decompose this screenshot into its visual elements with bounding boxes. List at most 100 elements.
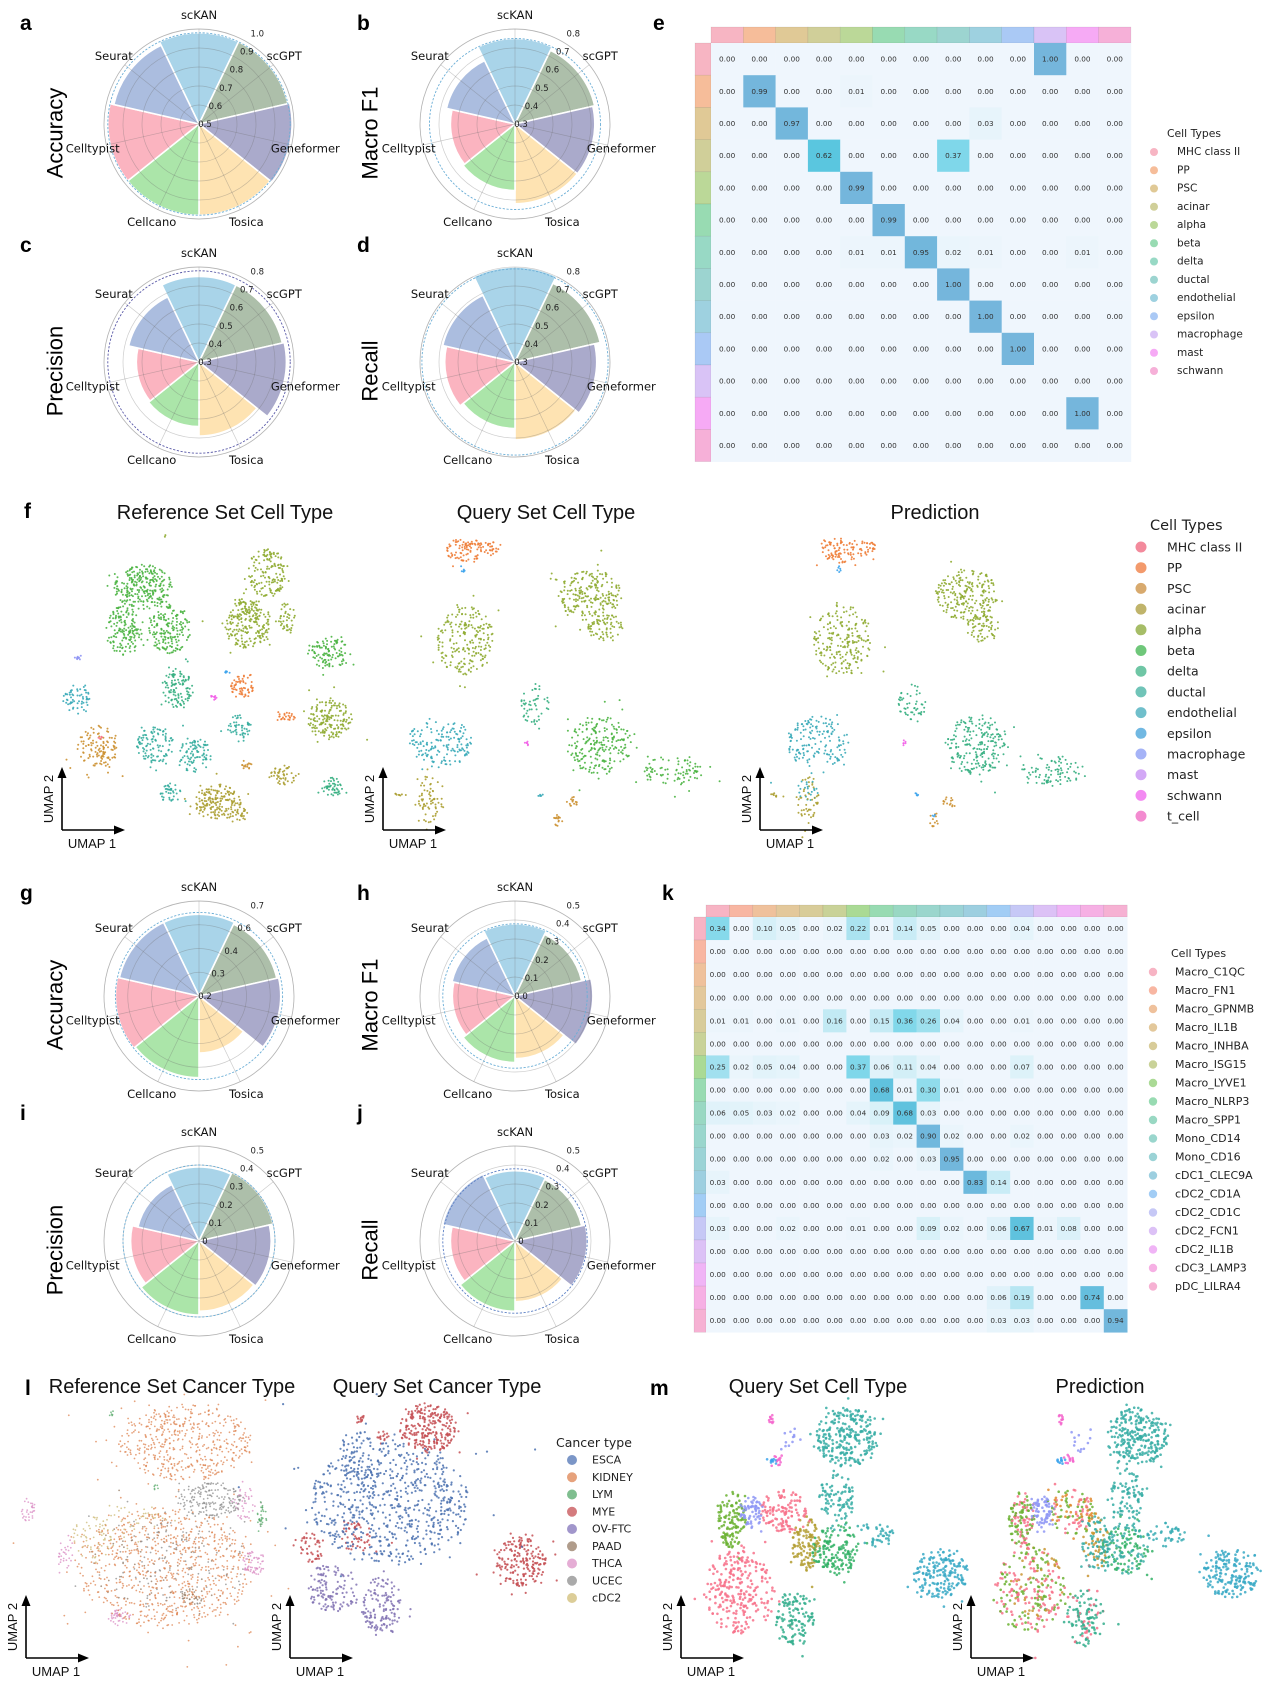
radial-tick-label: 0.4 bbox=[525, 102, 539, 112]
umap-point bbox=[574, 593, 577, 596]
umap-point bbox=[458, 749, 461, 752]
umap-point bbox=[226, 632, 229, 635]
umap-point bbox=[481, 663, 484, 666]
umap-point bbox=[242, 674, 245, 677]
umap-point bbox=[90, 744, 93, 747]
umap-point bbox=[963, 735, 966, 738]
umap-point bbox=[252, 564, 255, 567]
umap-point bbox=[811, 715, 814, 718]
umap-point bbox=[828, 615, 831, 617]
umap-point bbox=[611, 635, 614, 638]
umap-point bbox=[340, 650, 343, 653]
legend-item: macrophage bbox=[1150, 329, 1243, 341]
umap-point bbox=[148, 617, 151, 620]
umap-point bbox=[846, 548, 849, 551]
heatmap-cell bbox=[711, 75, 744, 108]
umap-point bbox=[323, 717, 326, 720]
umap-point bbox=[603, 760, 606, 763]
umap-point bbox=[270, 772, 273, 774]
umap-point bbox=[821, 551, 824, 554]
umap-point bbox=[286, 625, 289, 628]
umap-point bbox=[445, 735, 448, 738]
umap-point bbox=[465, 546, 468, 549]
umap-point bbox=[467, 548, 470, 551]
umap-point bbox=[811, 725, 814, 728]
umap-point bbox=[324, 658, 327, 661]
umap-point bbox=[616, 604, 619, 606]
heatmap-cell bbox=[1066, 268, 1099, 301]
umap-point bbox=[132, 583, 135, 586]
umap-point bbox=[462, 559, 464, 562]
umap-point bbox=[682, 771, 685, 774]
umap-point bbox=[219, 808, 221, 811]
cell-value: 0.62 bbox=[816, 151, 832, 160]
umap-point bbox=[590, 771, 593, 774]
umap-point bbox=[610, 621, 613, 624]
umap-point bbox=[328, 663, 331, 665]
umap-point bbox=[238, 692, 241, 695]
umap-point bbox=[481, 655, 484, 658]
umap-point bbox=[282, 620, 285, 623]
umap-point bbox=[104, 764, 107, 767]
umap-point bbox=[609, 759, 612, 762]
umap-point bbox=[236, 818, 239, 821]
umap-point bbox=[588, 750, 591, 753]
umap-point bbox=[812, 815, 815, 818]
umap-point bbox=[598, 608, 601, 611]
umap-point bbox=[171, 625, 174, 628]
umap-point bbox=[200, 809, 202, 811]
umap-point bbox=[204, 794, 207, 797]
umap-point bbox=[166, 652, 169, 654]
umap-point bbox=[331, 653, 334, 656]
umap-point bbox=[267, 623, 270, 626]
umap-point bbox=[69, 767, 72, 769]
umap-point bbox=[73, 656, 76, 659]
umap-point bbox=[125, 595, 128, 598]
umap-point bbox=[189, 745, 192, 748]
umap-point bbox=[484, 654, 487, 657]
umap-point bbox=[175, 613, 178, 616]
cell-value: 0.00 bbox=[1010, 377, 1027, 386]
umap-point bbox=[333, 791, 336, 794]
umap-point bbox=[499, 543, 502, 546]
umap-point bbox=[323, 734, 326, 737]
umap-point bbox=[323, 780, 326, 783]
umap-point bbox=[661, 773, 664, 776]
umap-point bbox=[170, 638, 173, 641]
umap-point bbox=[434, 806, 437, 809]
umap-point bbox=[1044, 775, 1047, 778]
cell-value: 0.00 bbox=[913, 183, 930, 192]
umap-point bbox=[186, 660, 189, 663]
umap-point bbox=[618, 699, 621, 702]
umap-point bbox=[259, 611, 262, 614]
heatmap-cell bbox=[872, 429, 906, 462]
heatmap-cell bbox=[1034, 75, 1067, 108]
umap-point bbox=[115, 746, 118, 749]
umap-point bbox=[184, 679, 187, 682]
umap-point bbox=[828, 753, 831, 756]
umap-point bbox=[156, 605, 159, 607]
umap-point bbox=[315, 708, 318, 711]
umap-point bbox=[852, 548, 854, 551]
umap-point bbox=[238, 687, 241, 690]
umap-point bbox=[956, 609, 959, 612]
polar-spoke bbox=[514, 361, 557, 448]
umap-point bbox=[1034, 770, 1037, 773]
umap-point bbox=[203, 808, 206, 811]
umap-point bbox=[574, 728, 577, 731]
umap-point bbox=[583, 614, 586, 617]
umap-point bbox=[228, 635, 231, 638]
umap-point bbox=[288, 765, 290, 768]
umap-point bbox=[256, 615, 259, 618]
umap-point bbox=[250, 584, 253, 587]
cell-value: 0.00 bbox=[1010, 216, 1027, 225]
umap-point bbox=[449, 664, 452, 667]
cell-value: 1.00 bbox=[945, 280, 962, 289]
umap-point bbox=[597, 580, 599, 583]
umap-point bbox=[985, 597, 988, 599]
umap-point bbox=[168, 652, 171, 655]
umap-point bbox=[936, 598, 939, 601]
umap-point bbox=[525, 712, 528, 715]
cell-value: 0.00 bbox=[1107, 248, 1124, 257]
umap-point bbox=[261, 632, 264, 635]
